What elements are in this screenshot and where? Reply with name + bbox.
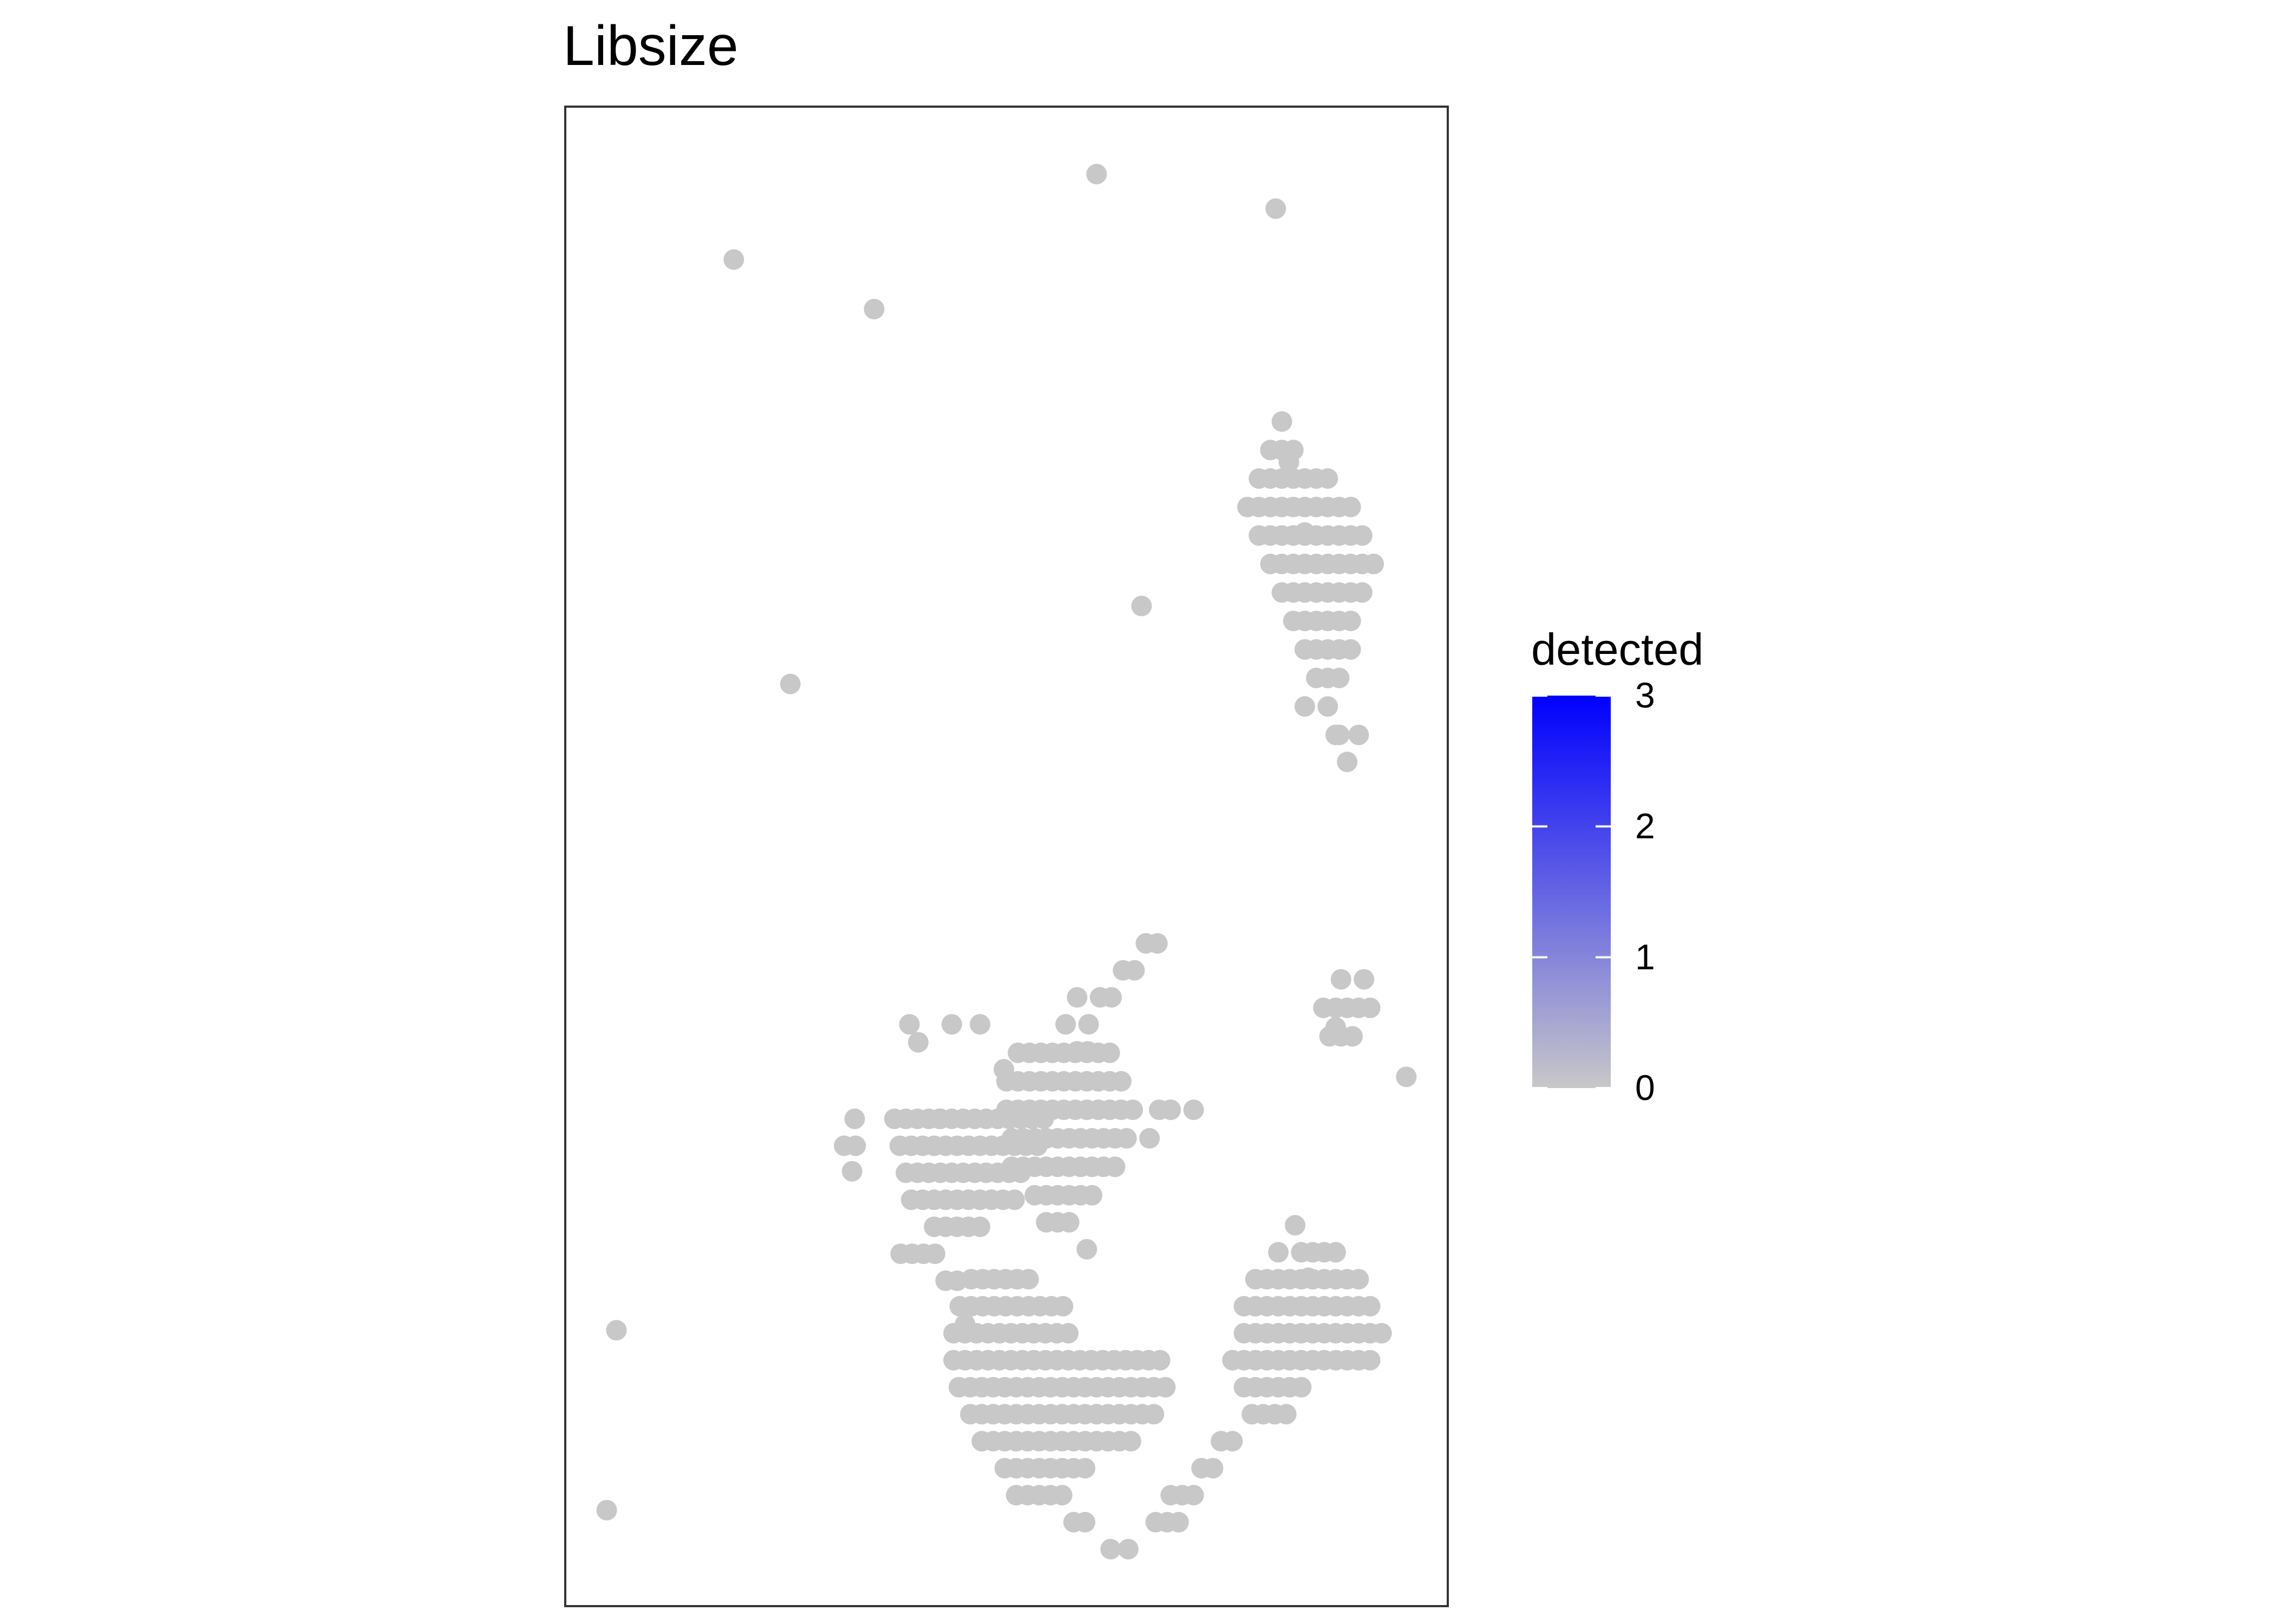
spot-136: [1149, 1350, 1171, 1371]
spot-217: [1276, 1404, 1297, 1425]
spot-344: [1329, 724, 1350, 745]
spot-86: [1082, 1185, 1103, 1206]
spot-96: [1018, 1269, 1039, 1290]
spot-364: [845, 1135, 866, 1156]
spot-294: [1340, 611, 1361, 632]
spot-203: [1118, 1538, 1139, 1560]
chart-title: Libsize: [563, 15, 739, 77]
spot-22: [1330, 969, 1351, 990]
spot-421: [925, 1243, 945, 1265]
spot-3: [1131, 595, 1152, 617]
spot-106: [1053, 1296, 1074, 1317]
spot-80: [1105, 1156, 1126, 1177]
spot-423: [946, 1270, 968, 1291]
spot-278: [1298, 1267, 1319, 1288]
spot-199: [1051, 1485, 1073, 1505]
spot-391: [1027, 1135, 1048, 1156]
spot-211: [1203, 1458, 1224, 1479]
spot-201: [1075, 1511, 1096, 1533]
spot-117: [1058, 1322, 1079, 1344]
spot-7: [606, 1320, 627, 1341]
spot-43: [1110, 1071, 1132, 1092]
spot-345: [1348, 724, 1369, 745]
spot-351: [1055, 1014, 1076, 1035]
spot-155: [1155, 1377, 1176, 1398]
spot-23: [1354, 969, 1375, 990]
spot-332: [1340, 496, 1361, 518]
spot-360: [994, 1059, 1015, 1080]
spot-302: [1351, 582, 1373, 603]
spot-5: [1396, 1066, 1417, 1088]
spot-283: [1329, 667, 1350, 689]
spot-202: [1100, 1538, 1121, 1560]
spot-172: [1143, 1404, 1165, 1425]
spot-70: [1139, 1128, 1160, 1149]
colorbar-tick-label: 3: [1635, 675, 1655, 715]
spot-249: [1371, 1322, 1392, 1344]
points-layer: [596, 163, 1417, 1560]
spot-425: [899, 1014, 920, 1035]
spot-272: [1268, 1242, 1289, 1263]
spot-209: [1183, 1485, 1204, 1505]
spot-277: [1285, 1215, 1305, 1236]
spot-194: [1075, 1458, 1096, 1479]
legend-title: detected: [1531, 624, 1703, 675]
spot-6: [596, 1499, 617, 1521]
spot-11: [1086, 163, 1107, 185]
spot-378: [1033, 1108, 1054, 1129]
spot-276: [1325, 1242, 1346, 1263]
spot-357: [1124, 960, 1145, 981]
spot-280: [1317, 696, 1338, 717]
spot-4: [780, 673, 801, 695]
spot-312: [1363, 553, 1384, 574]
colorbar-tick-label: 0: [1635, 1068, 1655, 1108]
spot-412: [1004, 1189, 1025, 1210]
spot-1: [864, 299, 885, 319]
spot-350: [970, 1014, 991, 1035]
spot-55: [1122, 1099, 1143, 1121]
spot-89: [1058, 1212, 1080, 1233]
spot-343: [1271, 411, 1292, 432]
spot-342: [1283, 440, 1304, 461]
spot-359: [1147, 933, 1168, 954]
spot-426: [908, 1032, 929, 1053]
spot-402: [1010, 1162, 1031, 1183]
spot-16: [1342, 1026, 1363, 1047]
colorbar-tick-label: 2: [1635, 806, 1655, 846]
spot-186: [1120, 1431, 1141, 1452]
spot-352: [1078, 1014, 1099, 1035]
colorbar-ticks: 0 1 2 3: [1532, 675, 1655, 1108]
spot-417: [970, 1216, 991, 1237]
spot-353: [1067, 987, 1088, 1008]
spot-355: [1101, 987, 1122, 1008]
spot-288: [1340, 639, 1361, 660]
spot-424: [841, 1161, 862, 1182]
spot-0: [723, 249, 744, 270]
spot-69: [1116, 1128, 1137, 1149]
spot-346: [1337, 751, 1358, 772]
spot-206: [1168, 1511, 1189, 1533]
spot-2: [1265, 198, 1286, 219]
spot-362: [844, 1108, 865, 1129]
spot-322: [1351, 525, 1373, 546]
spot-213: [1222, 1431, 1243, 1452]
spot-21: [1360, 997, 1381, 1018]
spot-58: [1183, 1099, 1204, 1121]
spot-57: [1160, 1099, 1181, 1121]
spot-339: [1317, 468, 1338, 489]
spot-261: [1360, 1296, 1381, 1317]
spot-349: [941, 1014, 962, 1035]
spot-32: [1099, 1042, 1120, 1063]
spot-90: [1076, 1239, 1097, 1260]
spot-271: [1348, 1269, 1369, 1290]
spot-223: [1291, 1377, 1312, 1398]
colorbar: [1532, 696, 1611, 1088]
colorbar-tick-label: 1: [1635, 937, 1655, 977]
spot-236: [1360, 1350, 1381, 1371]
spot-279: [1294, 696, 1315, 717]
spot-348: [1077, 1041, 1098, 1062]
